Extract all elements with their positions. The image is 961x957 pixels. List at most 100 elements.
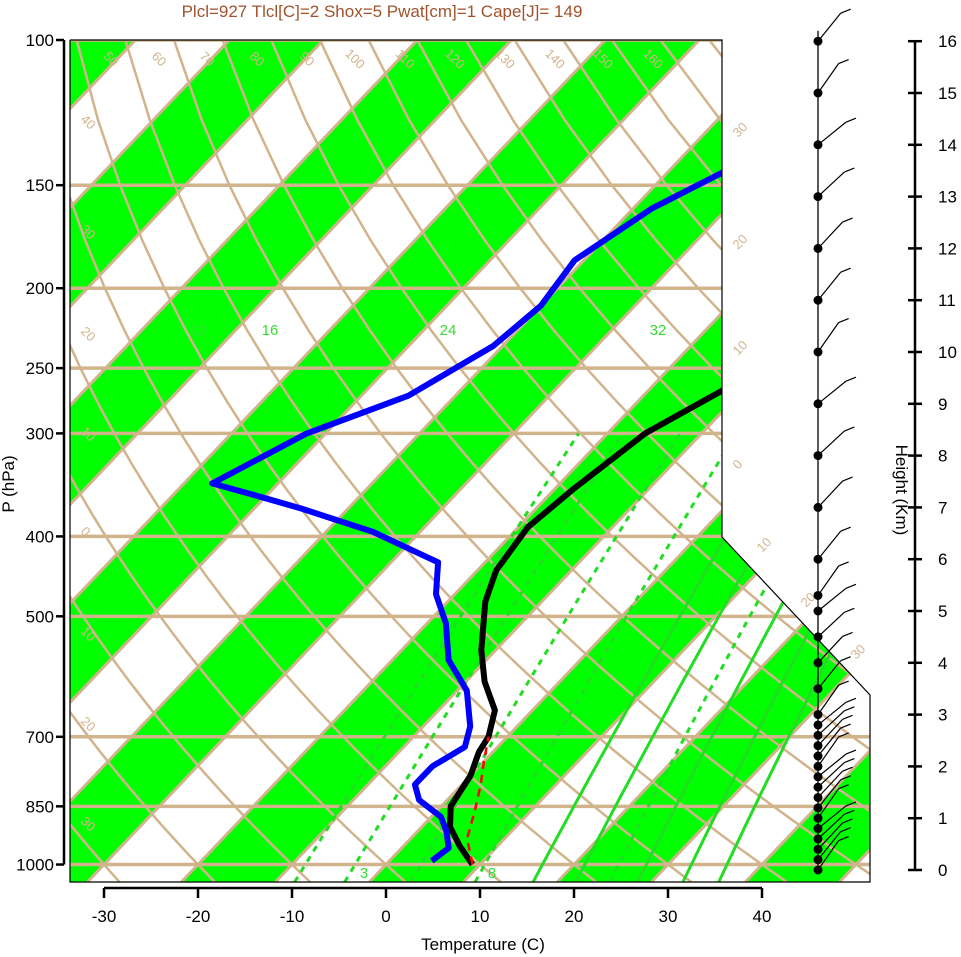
wind-barb xyxy=(840,656,851,662)
mixing-ratio-lines xyxy=(293,432,870,882)
wind-barb xyxy=(817,840,840,871)
wind-barb xyxy=(842,818,853,824)
series-temperature-line xyxy=(447,40,870,867)
mixing-ratio-line xyxy=(409,432,682,882)
wind-barb xyxy=(838,784,849,790)
dry-adiabat xyxy=(70,40,407,882)
wind-barb xyxy=(817,430,845,457)
y-tick-label: 100 xyxy=(26,31,54,50)
wind-barb xyxy=(817,121,847,146)
wind-barb xyxy=(844,426,855,432)
y-tick-label: 1000 xyxy=(16,856,54,875)
x-tick-label: 20 xyxy=(565,907,584,926)
isotherm-label: 10 xyxy=(730,337,751,358)
isotherm-line xyxy=(70,40,795,882)
wind-barb xyxy=(844,607,855,613)
wind-barb xyxy=(817,831,842,861)
wind-barb xyxy=(817,271,842,301)
isotherm-label: 30 xyxy=(730,119,751,140)
isotherm-label: 30 xyxy=(848,641,869,662)
dry-adiabat xyxy=(70,40,597,882)
chart-title: Plcl=927 Tlcl[C]=2 Shox=5 Pwat[cm]=1 Cap… xyxy=(182,2,583,21)
height-tick-label: 3 xyxy=(938,706,947,725)
wind-barb xyxy=(817,710,845,736)
isotherm-line xyxy=(70,40,325,882)
height-tick-label: 9 xyxy=(938,395,947,414)
wind-barb xyxy=(817,701,847,726)
wind-barb xyxy=(845,117,857,123)
wind-barb xyxy=(817,636,843,664)
wind-barb xyxy=(817,12,842,42)
wind-profile xyxy=(813,8,857,875)
x-tick-label: -10 xyxy=(280,907,305,926)
wind-barb xyxy=(840,827,851,833)
dry-adiabat xyxy=(70,40,312,882)
mixing-ratio-label: 8 xyxy=(488,865,496,882)
isotherm-line xyxy=(744,40,870,882)
dry-adiabat xyxy=(124,40,788,882)
isotherm-line xyxy=(70,40,419,882)
height-tick-label: 15 xyxy=(938,84,957,103)
wind-barb xyxy=(840,267,851,273)
mixing-ratio-line xyxy=(293,432,580,882)
y-tick-label: 200 xyxy=(26,279,54,298)
height-tick-label: 14 xyxy=(938,136,957,155)
height-tick-label: 2 xyxy=(938,757,947,776)
isotherm-label: 140 xyxy=(542,46,568,72)
height-tick-label: 8 xyxy=(938,447,947,466)
x-tick-label: 10 xyxy=(471,907,490,926)
wind-barb xyxy=(817,63,840,94)
wind-barb xyxy=(844,809,855,815)
isotherm-line xyxy=(70,40,231,882)
wind-barb xyxy=(817,611,845,638)
y-tick-label: 700 xyxy=(26,728,54,747)
isotherm-label: 60 xyxy=(149,48,170,69)
y-tick-label: 850 xyxy=(26,797,54,816)
wind-barb xyxy=(838,680,849,686)
height-tick-label: 7 xyxy=(938,498,947,517)
x-tick-label: -20 xyxy=(186,907,211,926)
y-tick-label: 150 xyxy=(26,176,54,195)
dry-adiabat xyxy=(70,40,216,882)
wind-barb xyxy=(817,587,847,612)
mixing-ratio-line xyxy=(473,432,738,882)
y-axis-title: P (hPa) xyxy=(0,455,18,512)
y-tick-label: 250 xyxy=(26,359,54,378)
wind-barb xyxy=(817,727,842,757)
wind-barb xyxy=(817,480,843,508)
wind-barb xyxy=(817,753,847,778)
wind-barb xyxy=(840,723,851,729)
dry-adiabat xyxy=(75,40,693,882)
wind-barb xyxy=(840,775,851,781)
mixing-ratio-line xyxy=(717,432,870,882)
wind-barb xyxy=(817,660,842,690)
mixing-ratio-line xyxy=(343,432,624,882)
mixing-ratio-label: 24 xyxy=(440,322,457,339)
dry-adiabat xyxy=(172,40,870,882)
wind-barb xyxy=(845,583,857,589)
dry-adiabat xyxy=(416,40,870,882)
y-tick-label: 400 xyxy=(26,527,54,546)
wind-barb xyxy=(838,561,849,567)
wind-barb xyxy=(842,476,853,482)
mixing-ratio-label: 16 xyxy=(262,322,279,339)
height-tick-label: 11 xyxy=(938,291,956,310)
wind-barb xyxy=(817,779,842,809)
isotherm-line xyxy=(70,40,701,882)
wind-barb xyxy=(842,631,853,638)
isotherm-line xyxy=(70,40,607,882)
isotherm-label: 100 xyxy=(342,46,368,72)
mixing-ratio-label: 12 xyxy=(190,322,207,339)
wind-barb xyxy=(845,376,857,382)
dry-adiabat xyxy=(367,40,870,882)
dry-adiabat xyxy=(221,40,870,882)
height-tick-label: 12 xyxy=(938,239,957,258)
wind-barb xyxy=(838,58,849,65)
temperature-band xyxy=(70,40,324,882)
height-tick-label: 1 xyxy=(938,809,947,828)
y-tick-label: 300 xyxy=(26,424,54,443)
height-tick-label: 13 xyxy=(938,188,957,207)
isotherm-line xyxy=(70,40,513,882)
